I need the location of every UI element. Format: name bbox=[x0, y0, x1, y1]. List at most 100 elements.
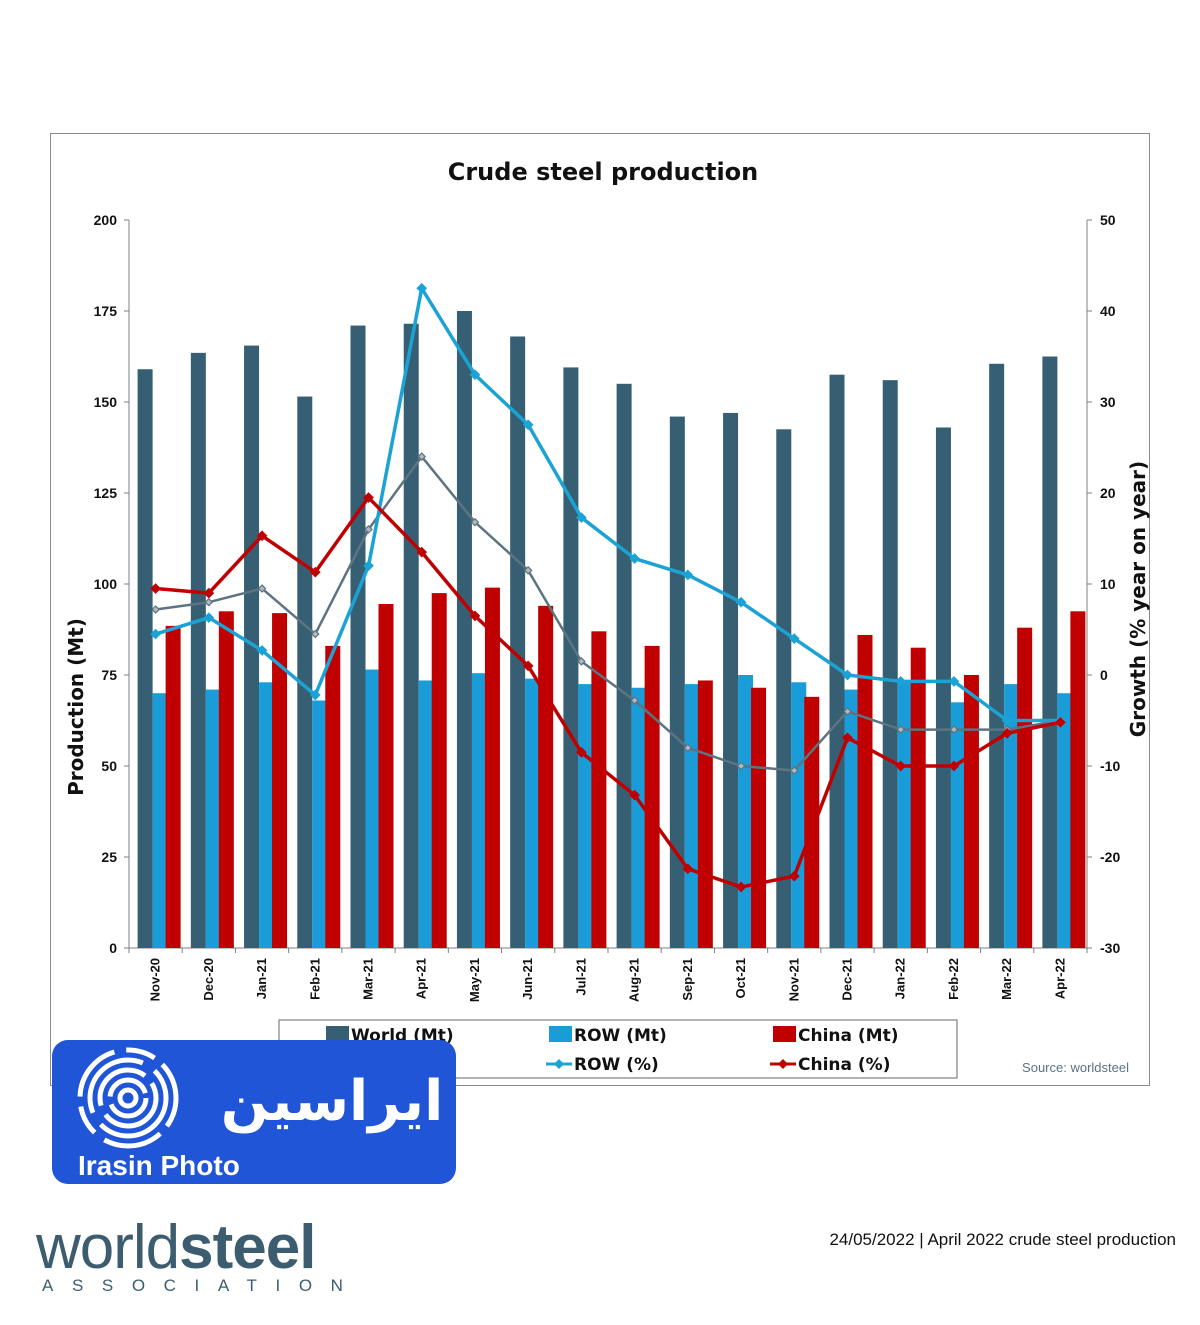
point-row bbox=[948, 676, 960, 687]
bar-china bbox=[804, 696, 820, 948]
bar-china bbox=[963, 675, 979, 948]
x-tick-label: Jan-21 bbox=[254, 958, 269, 999]
y-tick-label: 0 bbox=[109, 940, 117, 956]
x-tick-label: Jul-21 bbox=[573, 958, 588, 996]
x-tick-label: Dec-21 bbox=[840, 958, 855, 1001]
bar-world bbox=[510, 336, 526, 948]
chart-frame: Crude steel production Production (Mt) G… bbox=[50, 133, 1150, 1086]
bar-row bbox=[631, 687, 647, 948]
logo-word-light: world bbox=[36, 1213, 180, 1282]
bar-china bbox=[378, 604, 394, 948]
bar-world bbox=[723, 412, 739, 948]
bar-row bbox=[259, 682, 275, 948]
watermark-label: Irasin Photo bbox=[78, 1150, 240, 1181]
point-china bbox=[309, 566, 321, 578]
bar-china bbox=[644, 645, 660, 948]
bar-world bbox=[829, 374, 845, 948]
point-china bbox=[788, 870, 800, 882]
point-world bbox=[949, 725, 959, 734]
point-row bbox=[895, 676, 907, 687]
source-note: Source: worldsteel bbox=[1022, 1060, 1129, 1075]
y-tick-label: 100 bbox=[94, 576, 118, 592]
point-row bbox=[735, 596, 747, 608]
y2-tick-label: 30 bbox=[1100, 394, 1116, 410]
bar-china bbox=[591, 631, 607, 948]
bar-row bbox=[1004, 684, 1020, 948]
logo-word-bold: steel bbox=[179, 1213, 316, 1282]
point-row bbox=[788, 633, 800, 644]
point-world bbox=[577, 657, 586, 666]
point-china bbox=[842, 732, 853, 744]
bar-row bbox=[152, 693, 168, 948]
watermark-logo: ایراسین bbox=[77, 1047, 443, 1149]
y-tick-label: 75 bbox=[101, 667, 117, 683]
point-china bbox=[469, 610, 481, 622]
bar-china bbox=[910, 647, 926, 948]
y-tick-label: 25 bbox=[101, 849, 117, 865]
y-axis-title: Production (Mt) bbox=[64, 618, 88, 796]
bar-world bbox=[935, 427, 951, 949]
footer-caption: 24/05/2022 | April 2022 crude steel prod… bbox=[829, 1230, 1176, 1249]
x-tick-label: Mar-21 bbox=[361, 958, 376, 1000]
x-tick-label: Jun-21 bbox=[520, 958, 535, 1000]
legend-swatch bbox=[773, 1026, 796, 1042]
bar-row bbox=[844, 689, 860, 948]
point-row bbox=[363, 560, 374, 572]
y2-tick-label: -10 bbox=[1100, 758, 1120, 774]
bar-china bbox=[538, 605, 554, 948]
bar-row bbox=[791, 682, 807, 948]
y2-tick-label: 0 bbox=[1100, 667, 1108, 683]
bar-world bbox=[563, 367, 579, 948]
x-tick-label: Apr-21 bbox=[414, 958, 429, 999]
plot-area: 0 25 50 75 100 125 150 175 200 -30 -20 -10 0 10 20 30 40… bbox=[94, 212, 1121, 1002]
point-world bbox=[204, 597, 214, 607]
legend-marker bbox=[554, 1059, 564, 1069]
bar-china bbox=[325, 645, 341, 948]
point-world bbox=[310, 629, 320, 639]
point-row bbox=[842, 669, 853, 681]
bar-china bbox=[165, 625, 181, 948]
x-tick-label: Apr-22 bbox=[1052, 958, 1067, 999]
legend-entry-label: China (%) bbox=[798, 1055, 890, 1075]
legend-entry-label: China (Mt) bbox=[798, 1026, 898, 1046]
bar-row bbox=[312, 700, 328, 948]
bar-china bbox=[857, 634, 873, 948]
point-row bbox=[576, 512, 587, 523]
x-tick-label: May-21 bbox=[467, 958, 482, 1002]
point-china bbox=[522, 660, 534, 672]
legend-entry-label: ROW (Mt) bbox=[574, 1026, 667, 1046]
bar-world bbox=[882, 380, 898, 948]
point-world bbox=[630, 696, 639, 705]
point-world bbox=[896, 725, 906, 734]
x-tick-label: Nov-20 bbox=[148, 958, 163, 1001]
bar-world bbox=[190, 352, 206, 948]
x-tick-label: Oct-21 bbox=[733, 958, 748, 998]
y2-tick-label: -20 bbox=[1100, 849, 1120, 865]
point-china bbox=[682, 863, 694, 875]
bar-row bbox=[578, 684, 594, 948]
point-china bbox=[895, 760, 907, 772]
x-tick-label: Sep-21 bbox=[680, 958, 695, 1001]
bar-china bbox=[1070, 611, 1086, 948]
bar-world bbox=[776, 429, 792, 948]
bar-row bbox=[471, 673, 487, 948]
bar-world bbox=[989, 363, 1005, 948]
point-world bbox=[151, 605, 160, 614]
bar-row bbox=[897, 682, 913, 948]
spiral-icon bbox=[77, 1047, 179, 1149]
x-tick-label: Mar-22 bbox=[999, 958, 1014, 1000]
bar-row bbox=[1057, 693, 1073, 948]
bar-world bbox=[350, 325, 366, 948]
y2-tick-label: 50 bbox=[1100, 212, 1116, 228]
point-china bbox=[576, 747, 587, 758]
point-row bbox=[1001, 715, 1013, 726]
y-tick-label: 125 bbox=[94, 485, 118, 501]
bar-row bbox=[365, 669, 381, 948]
bar-row bbox=[418, 680, 434, 948]
bar-row bbox=[738, 675, 754, 948]
chart-canvas: Crude steel production Production (Mt) G… bbox=[64, 158, 1150, 1079]
legend-swatch bbox=[326, 1026, 349, 1042]
point-china bbox=[629, 789, 640, 801]
point-china bbox=[735, 881, 747, 893]
legend-entry-label: ROW (%) bbox=[574, 1055, 659, 1075]
